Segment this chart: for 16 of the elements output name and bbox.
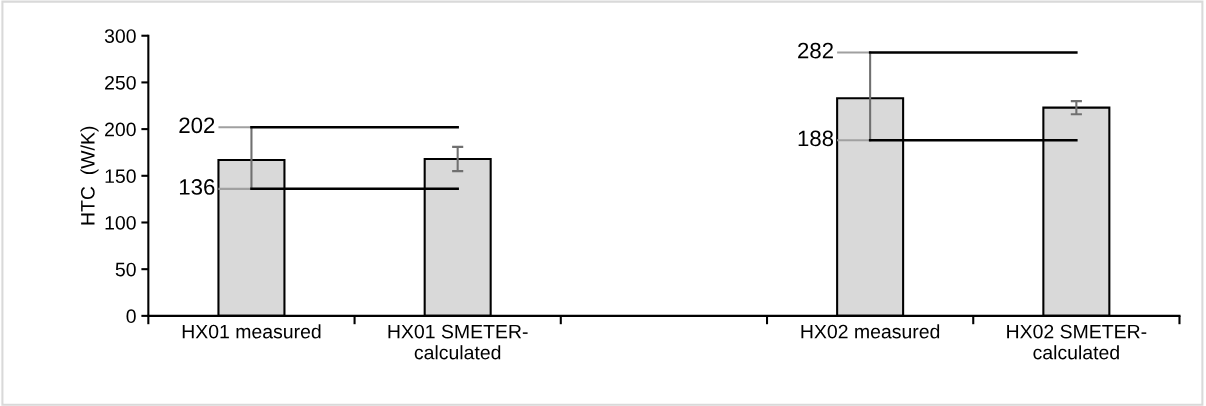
y-tick-label: 0 [126,309,136,324]
x-tick-label: HX01 SMETER- calculated [388,324,528,360]
x-tick-label: HX01 measured [182,324,321,339]
annotation: 202 [179,117,215,134]
annotation: 188 [798,130,834,147]
y-tick-label: 300 [104,29,136,43]
x-tick-label: HX02 SMETER- calculated [1007,324,1147,360]
y-tick-label: 250 [105,75,136,90]
y-tick-label: 200 [105,122,136,137]
y-tick-label: 100 [105,215,136,230]
x-tick-label: HX02 measured [801,324,940,339]
y-tick-label: 50 [115,262,136,277]
annotation: 282 [798,42,833,59]
annotation: 136 [179,179,215,195]
y-tick-label: 150 [105,169,136,184]
y-axis-title: HTC (W/K) [80,126,99,225]
